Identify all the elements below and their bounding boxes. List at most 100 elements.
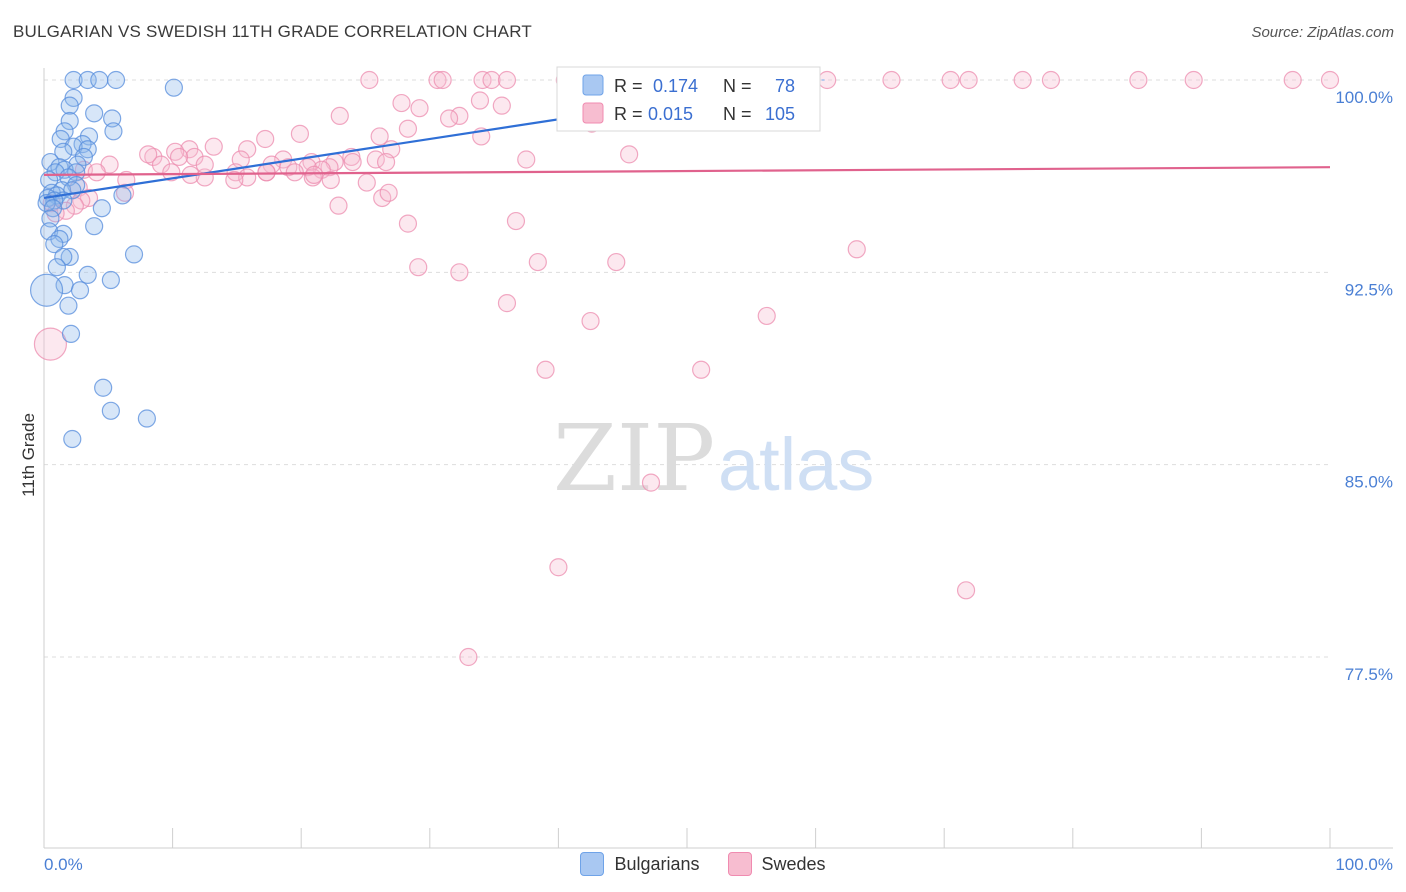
swede-point-52 bbox=[376, 152, 396, 172]
bulgarian-point-58 bbox=[137, 409, 156, 428]
bulgarian-point-57 bbox=[101, 401, 120, 420]
swede-point-23 bbox=[492, 96, 511, 115]
watermark-zip: ZIP bbox=[553, 405, 715, 512]
bulgarians-swatch bbox=[580, 852, 605, 876]
bulgarian-point-43 bbox=[50, 229, 69, 249]
swede-point-15 bbox=[1013, 70, 1032, 90]
swede-point-58 bbox=[620, 145, 639, 164]
bulgarian-point-55 bbox=[61, 324, 81, 343]
legend-n-value-swedes: 105 bbox=[765, 104, 795, 124]
swede-point-98 bbox=[225, 170, 244, 190]
swede-point-2 bbox=[433, 70, 452, 90]
watermark-atlas: atlas bbox=[718, 423, 874, 506]
swede-point-27 bbox=[439, 109, 459, 128]
swede-point-12 bbox=[882, 70, 901, 90]
swede-point-25 bbox=[450, 106, 469, 126]
legend-r-label-bulgarians: R = bbox=[614, 76, 643, 96]
chart-source: Source: ZipAtlas.com bbox=[1251, 24, 1394, 41]
swede-point-69 bbox=[115, 183, 135, 202]
swede-point-39 bbox=[144, 147, 163, 167]
bulgarian-point-6 bbox=[85, 104, 104, 123]
legend-n-label-swedes: N = bbox=[723, 104, 752, 124]
swede-point-96 bbox=[169, 147, 189, 167]
chart-title: BULGARIAN VS SWEDISH 11TH GRADE CORRELAT… bbox=[13, 22, 532, 41]
bulgarian-point-10 bbox=[104, 122, 123, 141]
swede-point-26 bbox=[330, 106, 349, 126]
legend-r-value-bulgarians: 0.174 bbox=[653, 76, 698, 96]
legend-swatch-swedes bbox=[582, 102, 604, 124]
swede-point-16 bbox=[1041, 70, 1061, 90]
swede-point-37 bbox=[238, 140, 257, 159]
bulgarian-point-9 bbox=[60, 111, 79, 131]
swedes-trend-line bbox=[43, 166, 1331, 176]
swede-point-92 bbox=[549, 558, 568, 577]
swede-point-100 bbox=[257, 163, 276, 182]
swedes-label: Swedes bbox=[761, 853, 826, 874]
swede-point-19 bbox=[1283, 70, 1302, 90]
axes bbox=[43, 68, 1393, 849]
swede-point-97 bbox=[195, 155, 214, 174]
bulgarian-point-32 bbox=[113, 186, 132, 205]
swede-point-85 bbox=[847, 240, 866, 259]
swede-point-0 bbox=[360, 70, 379, 90]
y-tick-label-3: 77.5% bbox=[1345, 665, 1393, 684]
bulgarian-point-20 bbox=[41, 152, 60, 172]
y-tick-label-0: 100.0% bbox=[1335, 88, 1393, 107]
swede-point-41 bbox=[185, 147, 204, 167]
bulgarian-point-45 bbox=[124, 245, 144, 264]
swede-point-80 bbox=[409, 258, 428, 277]
swede-point-57 bbox=[517, 150, 536, 169]
swede-point-17 bbox=[1129, 70, 1148, 90]
bulgarian-point-53 bbox=[29, 273, 64, 307]
swede-point-61 bbox=[87, 163, 106, 182]
swede-point-78 bbox=[528, 252, 547, 272]
bulgarian-point-59 bbox=[63, 429, 82, 449]
x-tick-label-max: 100.0% bbox=[1335, 855, 1393, 874]
correlation-legend: R = 0.174 N = 78 R = 0.015 N = 105 bbox=[556, 66, 821, 132]
swede-point-20 bbox=[1320, 70, 1340, 90]
bulgarian-point-4 bbox=[164, 78, 183, 97]
legend-r-value-swedes: 0.015 bbox=[648, 104, 693, 124]
swede-point-31 bbox=[370, 127, 389, 146]
bulgarian-point-46 bbox=[60, 247, 79, 267]
bulgarian-point-0 bbox=[64, 70, 83, 90]
series-legend-bulgarians[interactable]: Bulgarians bbox=[580, 852, 700, 876]
swede-point-103 bbox=[321, 170, 340, 190]
swede-point-11 bbox=[818, 70, 837, 90]
swede-point-30 bbox=[290, 124, 310, 143]
swede-point-4 bbox=[482, 70, 501, 90]
swede-point-1 bbox=[428, 70, 447, 90]
bulgarian-point-52 bbox=[70, 281, 90, 300]
bulgarian-point-37 bbox=[92, 199, 111, 218]
series-legend-swedes[interactable]: Swedes bbox=[727, 852, 826, 876]
swede-point-5 bbox=[497, 70, 517, 90]
legend-r-label-swedes: R = bbox=[614, 104, 643, 124]
swede-point-42 bbox=[366, 150, 385, 169]
bulgarians-points bbox=[29, 70, 183, 449]
swede-point-73 bbox=[65, 196, 84, 215]
swede-point-21 bbox=[392, 93, 411, 113]
y-tick-label-1: 92.5% bbox=[1345, 280, 1393, 299]
bulgarian-point-56 bbox=[94, 378, 113, 397]
swede-point-32 bbox=[256, 129, 275, 149]
bulgarian-point-50 bbox=[101, 270, 120, 290]
bulgarian-point-17 bbox=[54, 142, 73, 161]
swede-point-83 bbox=[379, 183, 398, 202]
bulgarian-point-7 bbox=[60, 96, 79, 115]
swede-point-81 bbox=[450, 263, 469, 282]
swede-point-84 bbox=[398, 214, 418, 233]
swede-point-14 bbox=[959, 70, 978, 90]
swede-point-79 bbox=[497, 294, 517, 313]
bulgarian-point-40 bbox=[85, 217, 104, 236]
x-tick-labels: 0.0% 100.0% bbox=[44, 855, 1393, 874]
legend-swatch-bulgarians bbox=[582, 74, 604, 96]
swede-point-95 bbox=[33, 327, 68, 361]
swedes-points bbox=[33, 70, 1340, 667]
swede-point-89 bbox=[692, 360, 711, 379]
bulgarian-point-48 bbox=[47, 258, 66, 277]
swede-point-13 bbox=[941, 70, 960, 90]
watermark: ZIP atlas bbox=[553, 405, 874, 512]
swede-point-18 bbox=[1184, 70, 1203, 90]
swede-point-67 bbox=[357, 173, 376, 192]
